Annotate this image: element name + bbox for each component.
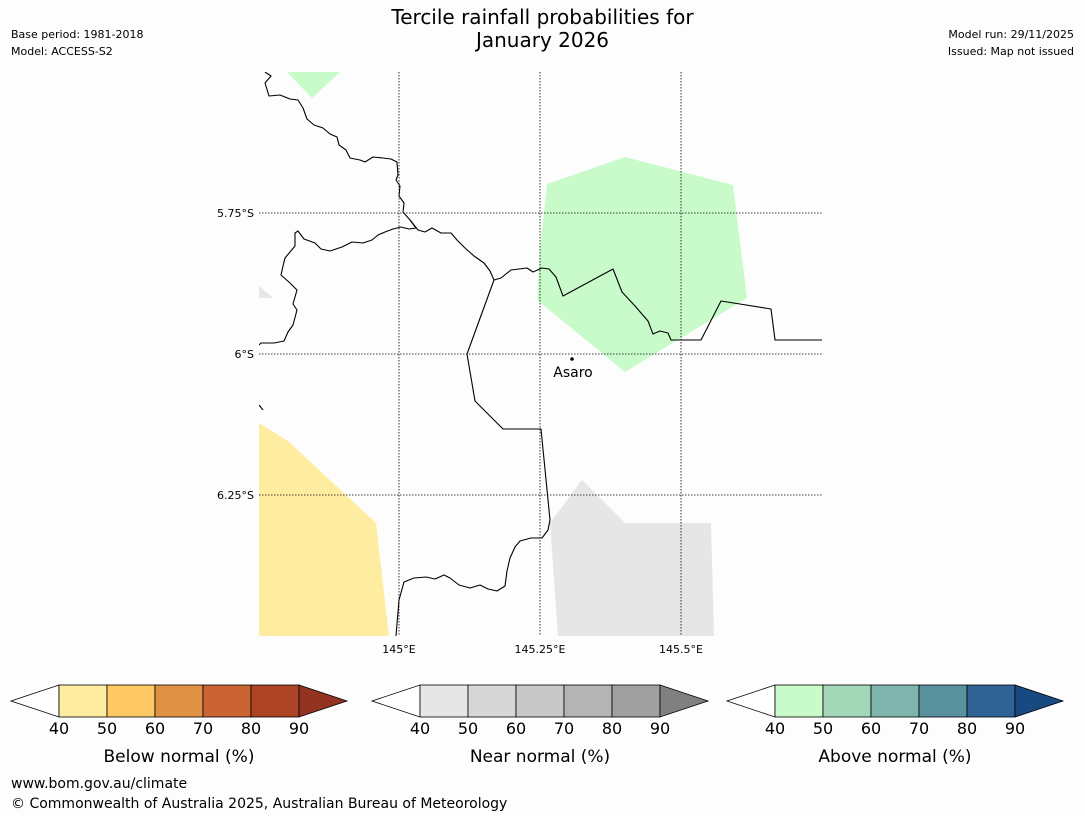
lon-label-145-5e: 145.5°E xyxy=(659,643,703,656)
above-normal-swatch-50 xyxy=(822,684,872,718)
title-line-2: January 2026 xyxy=(475,28,610,52)
model-name: Model: ACCESS-S2 xyxy=(11,45,113,58)
below-normal-swatch-50 xyxy=(106,684,156,718)
legends: 40 50 60 70 80 90 Below normal (%) 40 50 60 70 80 9… xyxy=(9,684,1065,767)
legend-above-normal: 40 50 60 70 80 90 Above normal (%) xyxy=(725,684,1065,767)
below-normal-region xyxy=(259,423,389,636)
near-normal-tick-70: 70 xyxy=(554,719,574,738)
asaro-label: Asaro xyxy=(553,365,592,381)
lat-label-5-75s: 5.75°S xyxy=(217,207,254,220)
issued-status: Issued: Map not issued xyxy=(947,45,1074,58)
above-normal-tick-50: 50 xyxy=(813,719,833,738)
footer: www.bom.gov.au/climate © Commonwealth of… xyxy=(11,774,507,814)
below-normal-tick-80: 80 xyxy=(241,719,261,738)
above-normal-swatch-40 xyxy=(774,684,824,718)
near-normal-tick-50: 50 xyxy=(458,719,478,738)
below-normal-swatch-60 xyxy=(154,684,204,718)
above-normal-tick-90: 90 xyxy=(1005,719,1025,738)
legend-near-normal: 40 50 60 70 80 90 Near normal (%) xyxy=(370,684,710,767)
lon-label-145e: 145°E xyxy=(382,643,415,656)
legend-below-normal: 40 50 60 70 80 90 Below normal (%) xyxy=(9,684,349,767)
near-normal-region-west xyxy=(259,286,273,298)
near-normal-tick-60: 60 xyxy=(506,719,526,738)
below-normal-tick-90: 90 xyxy=(289,719,309,738)
boundary-central xyxy=(409,219,822,341)
below-normal-swatch-80 xyxy=(250,684,300,718)
lat-label-6s: 6°S xyxy=(235,348,254,361)
above-normal-tick-80: 80 xyxy=(957,719,977,738)
lat-label-6-25s: 6.25°S xyxy=(217,489,254,502)
below-normal-swatch-over xyxy=(298,684,349,718)
below-normal-tick-60: 60 xyxy=(145,719,165,738)
above-normal-tick-60: 60 xyxy=(861,719,881,738)
near-normal-tick-80: 80 xyxy=(602,719,622,738)
map-panel[interactable]: Asaro 5.75°S 6°S 6.25°S 145°E 145.25°E 1… xyxy=(0,0,1085,680)
asaro-marker xyxy=(570,357,574,361)
near-normal-title: Near normal (%) xyxy=(470,747,610,767)
footer-url[interactable]: www.bom.gov.au/climate xyxy=(11,776,188,792)
near-normal-swatch-40 xyxy=(419,684,469,718)
title-line-1: Tercile rainfall probabilities for xyxy=(391,5,694,29)
footer-copyright: © Commonwealth of Australia 2025, Austra… xyxy=(11,796,508,812)
below-normal-tick-70: 70 xyxy=(193,719,213,738)
graticule xyxy=(259,72,822,636)
meta-left: Base period: 1981-2018 Model: ACCESS-S2 xyxy=(11,26,143,60)
above-normal-title: Above normal (%) xyxy=(818,747,971,767)
near-normal-swatch-50 xyxy=(467,684,517,718)
below-normal-title: Below normal (%) xyxy=(104,747,255,767)
above-normal-swatch-80 xyxy=(966,684,1016,718)
near-normal-region-south xyxy=(550,480,714,636)
model-run: Model run: 29/11/2025 xyxy=(948,28,1074,41)
boundary-lines xyxy=(259,72,822,636)
meta-right: Model run: 29/11/2025 Issued: Map not is… xyxy=(948,26,1074,60)
near-normal-swatch-under xyxy=(370,684,421,718)
near-normal-tick-40: 40 xyxy=(410,719,430,738)
below-normal-swatch-70 xyxy=(202,684,252,718)
above-normal-swatch-60 xyxy=(870,684,920,718)
base-period: Base period: 1981-2018 xyxy=(11,28,144,41)
boundary-west-fragment xyxy=(259,404,264,411)
above-normal-tick-40: 40 xyxy=(765,719,785,738)
above-normal-swatch-under xyxy=(725,684,776,718)
lon-label-145-25e: 145.25°E xyxy=(515,643,566,656)
near-normal-swatch-70 xyxy=(563,684,613,718)
below-normal-tick-50: 50 xyxy=(97,719,117,738)
above-normal-swatch-70 xyxy=(918,684,968,718)
boundary-south xyxy=(395,279,551,636)
above-normal-tick-70: 70 xyxy=(909,719,929,738)
below-normal-swatch-under xyxy=(9,684,60,718)
near-normal-swatch-60 xyxy=(515,684,565,718)
below-normal-swatch-40 xyxy=(58,684,108,718)
near-normal-swatch-80 xyxy=(611,684,661,718)
above-normal-region-east xyxy=(537,157,747,372)
near-normal-tick-90: 90 xyxy=(650,719,670,738)
below-normal-tick-40: 40 xyxy=(49,719,69,738)
map-title: Tercile rainfall probabilities for Janua… xyxy=(0,6,1085,52)
above-normal-swatch-over xyxy=(1014,684,1065,718)
near-normal-swatch-over xyxy=(659,684,710,718)
above-normal-region-north xyxy=(287,72,340,98)
